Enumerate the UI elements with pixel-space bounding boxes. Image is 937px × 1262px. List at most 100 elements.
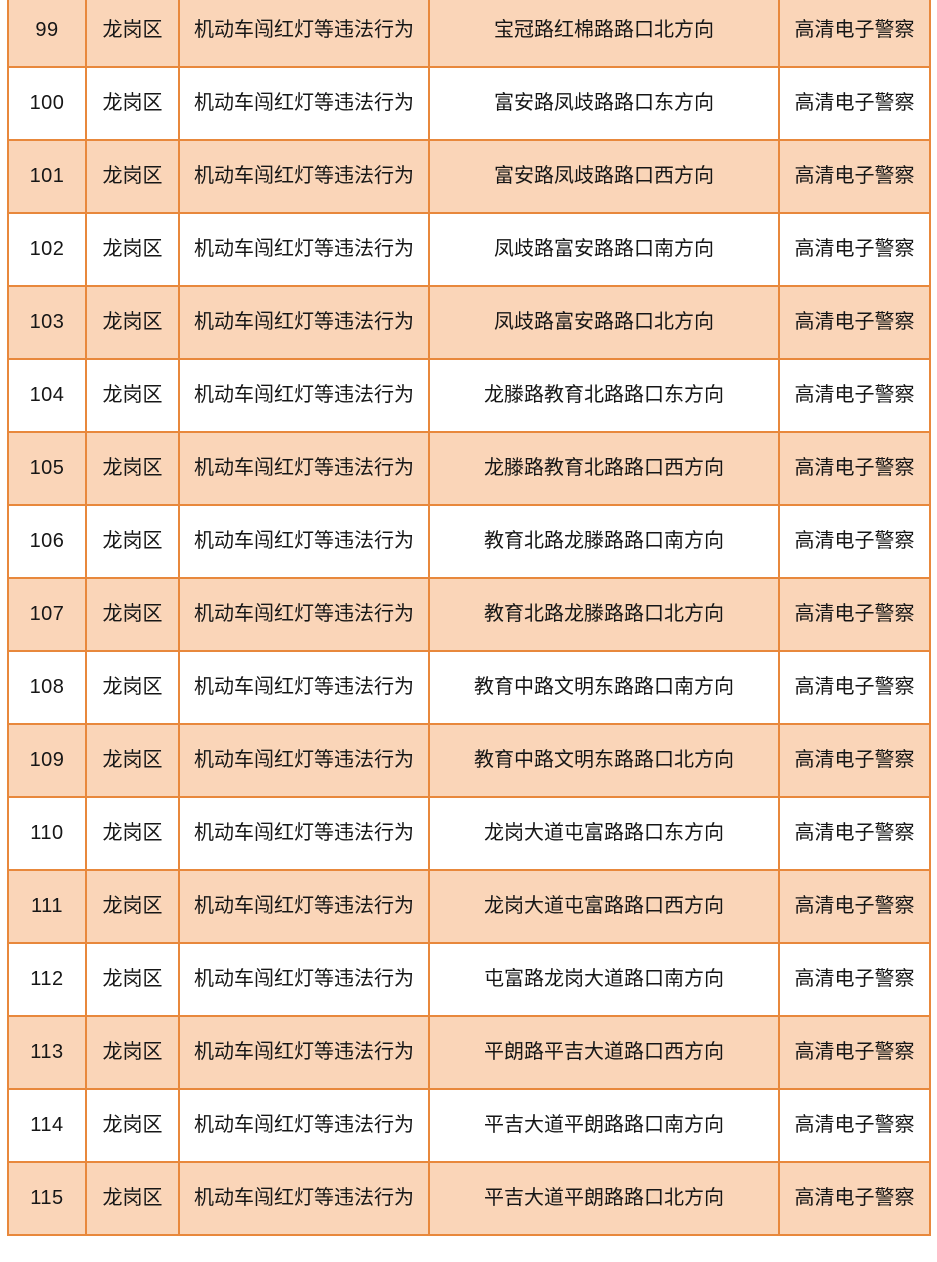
table-cell-index: 104 <box>7 358 87 433</box>
violation-table-body: 99 龙岗区 机动车闯红灯等违法行为 宝冠路红棉路路口北方向 高清电子警察 100 龙岗区机… <box>7 0 931 1236</box>
table-cell-index: 102 <box>7 212 87 287</box>
table-cell-device: 高清电子警察 <box>778 577 931 652</box>
table-cell-index: 105 <box>7 431 87 506</box>
table-cell-district: 龙岗区 <box>85 723 180 798</box>
table-cell-location: 平朗路平吉大道路口西方向 <box>428 1015 780 1090</box>
table-cell-type: 机动车闯红灯等违法行为 <box>178 139 430 214</box>
table-cell-location: 龙岗大道屯富路路口东方向 <box>428 796 780 871</box>
table-cell-type: 机动车闯红灯等违法行为 <box>178 869 430 944</box>
table-cell-index: 113 <box>7 1015 87 1090</box>
table-cell-type: 机动车闯红灯等违法行为 <box>178 1088 430 1163</box>
table-cell-district: 龙岗区 <box>85 796 180 871</box>
table-cell-index: 100 <box>7 66 87 141</box>
table-row: 104 龙岗区 机动车闯红灯等违法行为 龙滕路教育北路路口东方向 高清电子警察 <box>7 358 931 433</box>
table-cell-district: 龙岗区 <box>85 577 180 652</box>
table-cell-district: 龙岗区 <box>85 1015 180 1090</box>
table-cell-index: 107 <box>7 577 87 652</box>
violation-table-container: 99 龙岗区 机动车闯红灯等违法行为 宝冠路红棉路路口北方向 高清电子警察 100 龙岗区机… <box>7 0 931 1236</box>
table-row: 105 龙岗区 机动车闯红灯等违法行为 龙滕路教育北路路口西方向 高清电子警察 <box>7 431 931 506</box>
table-cell-district: 龙岗区 <box>85 66 180 141</box>
table-cell-location: 富安路凤歧路路口东方向 <box>428 66 780 141</box>
table-cell-type: 机动车闯红灯等违法行为 <box>178 358 430 433</box>
table-cell-index: 106 <box>7 504 87 579</box>
table-cell-location: 凤歧路富安路路口南方向 <box>428 212 780 287</box>
table-cell-device: 高清电子警察 <box>778 504 931 579</box>
table-cell-device: 高清电子警察 <box>778 723 931 798</box>
table-cell-location: 龙滕路教育北路路口西方向 <box>428 431 780 506</box>
table-cell-type: 机动车闯红灯等违法行为 <box>178 1161 430 1236</box>
table-cell-device: 高清电子警察 <box>778 431 931 506</box>
table-cell-index: 99 <box>7 0 87 68</box>
table-cell-district: 龙岗区 <box>85 869 180 944</box>
table-cell-type: 机动车闯红灯等违法行为 <box>178 504 430 579</box>
table-cell-device: 高清电子警察 <box>778 212 931 287</box>
table-cell-type: 机动车闯红灯等违法行为 <box>178 942 430 1017</box>
table-cell-location: 凤歧路富安路路口北方向 <box>428 285 780 360</box>
table-cell-location: 教育北路龙滕路路口北方向 <box>428 577 780 652</box>
table-cell-location: 教育北路龙滕路路口南方向 <box>428 504 780 579</box>
table-cell-location: 教育中路文明东路路口南方向 <box>428 650 780 725</box>
table-row: 106 龙岗区 机动车闯红灯等违法行为 教育北路龙滕路路口南方向 高清电子警察 <box>7 504 931 579</box>
table-cell-location: 富安路凤歧路路口西方向 <box>428 139 780 214</box>
table-cell-district: 龙岗区 <box>85 650 180 725</box>
table-row: 107 龙岗区 机动车闯红灯等违法行为 教育北路龙滕路路口北方向 高清电子警察 <box>7 577 931 652</box>
table-cell-location: 龙滕路教育北路路口东方向 <box>428 358 780 433</box>
table-row: 108 龙岗区 机动车闯红灯等违法行为 教育中路文明东路路口南方向 高清电子警察 <box>7 650 931 725</box>
table-cell-district: 龙岗区 <box>85 431 180 506</box>
table-row: 102 龙岗区 机动车闯红灯等违法行为 凤歧路富安路路口南方向 高清电子警察 <box>7 212 931 287</box>
table-cell-device: 高清电子警察 <box>778 1088 931 1163</box>
table-cell-location: 龙岗大道屯富路路口西方向 <box>428 869 780 944</box>
table-row: 110 龙岗区 机动车闯红灯等违法行为 龙岗大道屯富路路口东方向 高清电子警察 <box>7 796 931 871</box>
table-cell-index: 108 <box>7 650 87 725</box>
table-cell-index: 101 <box>7 139 87 214</box>
table-cell-index: 109 <box>7 723 87 798</box>
table-row: 101 龙岗区 机动车闯红灯等违法行为 富安路凤歧路路口西方向 高清电子警察 <box>7 139 931 214</box>
table-cell-location: 屯富路龙岗大道路口南方向 <box>428 942 780 1017</box>
table-row: 115 龙岗区 机动车闯红灯等违法行为 平吉大道平朗路路口北方向 高清电子警察 <box>7 1161 931 1236</box>
table-cell-index: 103 <box>7 285 87 360</box>
table-row: 111 龙岗区 机动车闯红灯等违法行为 龙岗大道屯富路路口西方向 高清电子警察 <box>7 869 931 944</box>
table-cell-device: 高清电子警察 <box>778 796 931 871</box>
table-cell-type: 机动车闯红灯等违法行为 <box>178 577 430 652</box>
table-cell-district: 龙岗区 <box>85 504 180 579</box>
table-cell-device: 高清电子警察 <box>778 1015 931 1090</box>
table-cell-district: 龙岗区 <box>85 212 180 287</box>
table-cell-device: 高清电子警察 <box>778 1161 931 1236</box>
table-row: 112 龙岗区 机动车闯红灯等违法行为 屯富路龙岗大道路口南方向 高清电子警察 <box>7 942 931 1017</box>
table-cell-type: 机动车闯红灯等违法行为 <box>178 66 430 141</box>
table-cell-location: 平吉大道平朗路路口北方向 <box>428 1161 780 1236</box>
table-cell-index: 114 <box>7 1088 87 1163</box>
table-cell-index: 110 <box>7 796 87 871</box>
table-cell-type: 机动车闯红灯等违法行为 <box>178 0 430 68</box>
table-cell-index: 112 <box>7 942 87 1017</box>
violation-table: 99 龙岗区 机动车闯红灯等违法行为 宝冠路红棉路路口北方向 高清电子警察 100 龙岗区机… <box>7 0 931 1236</box>
table-cell-district: 龙岗区 <box>85 0 180 68</box>
table-cell-district: 龙岗区 <box>85 139 180 214</box>
table-cell-location: 宝冠路红棉路路口北方向 <box>428 0 780 68</box>
table-cell-type: 机动车闯红灯等违法行为 <box>178 212 430 287</box>
table-cell-index: 115 <box>7 1161 87 1236</box>
table-cell-type: 机动车闯红灯等违法行为 <box>178 1015 430 1090</box>
table-row: 109 龙岗区 机动车闯红灯等违法行为 教育中路文明东路路口北方向 高清电子警察 <box>7 723 931 798</box>
table-cell-device: 高清电子警察 <box>778 66 931 141</box>
table-cell-device: 高清电子警察 <box>778 869 931 944</box>
table-cell-device: 高清电子警察 <box>778 650 931 725</box>
table-cell-location: 教育中路文明东路路口北方向 <box>428 723 780 798</box>
table-row: 99 龙岗区 机动车闯红灯等违法行为 宝冠路红棉路路口北方向 高清电子警察 <box>7 0 931 68</box>
table-cell-type: 机动车闯红灯等违法行为 <box>178 285 430 360</box>
table-cell-device: 高清电子警察 <box>778 358 931 433</box>
table-row: 100 龙岗区 机动车闯红灯等违法行为 富安路凤歧路路口东方向 高清电子警察 <box>7 66 931 141</box>
table-cell-district: 龙岗区 <box>85 358 180 433</box>
table-cell-device: 高清电子警察 <box>778 0 931 68</box>
table-cell-district: 龙岗区 <box>85 1161 180 1236</box>
table-cell-type: 机动车闯红灯等违法行为 <box>178 650 430 725</box>
table-cell-type: 机动车闯红灯等违法行为 <box>178 723 430 798</box>
table-cell-index: 111 <box>7 869 87 944</box>
table-cell-device: 高清电子警察 <box>778 942 931 1017</box>
table-cell-device: 高清电子警察 <box>778 285 931 360</box>
table-cell-type: 机动车闯红灯等违法行为 <box>178 796 430 871</box>
table-row: 114 龙岗区 机动车闯红灯等违法行为 平吉大道平朗路路口南方向 高清电子警察 <box>7 1088 931 1163</box>
table-cell-type: 机动车闯红灯等违法行为 <box>178 431 430 506</box>
table-cell-device: 高清电子警察 <box>778 139 931 214</box>
table-row: 103 龙岗区 机动车闯红灯等违法行为 凤歧路富安路路口北方向 高清电子警察 <box>7 285 931 360</box>
